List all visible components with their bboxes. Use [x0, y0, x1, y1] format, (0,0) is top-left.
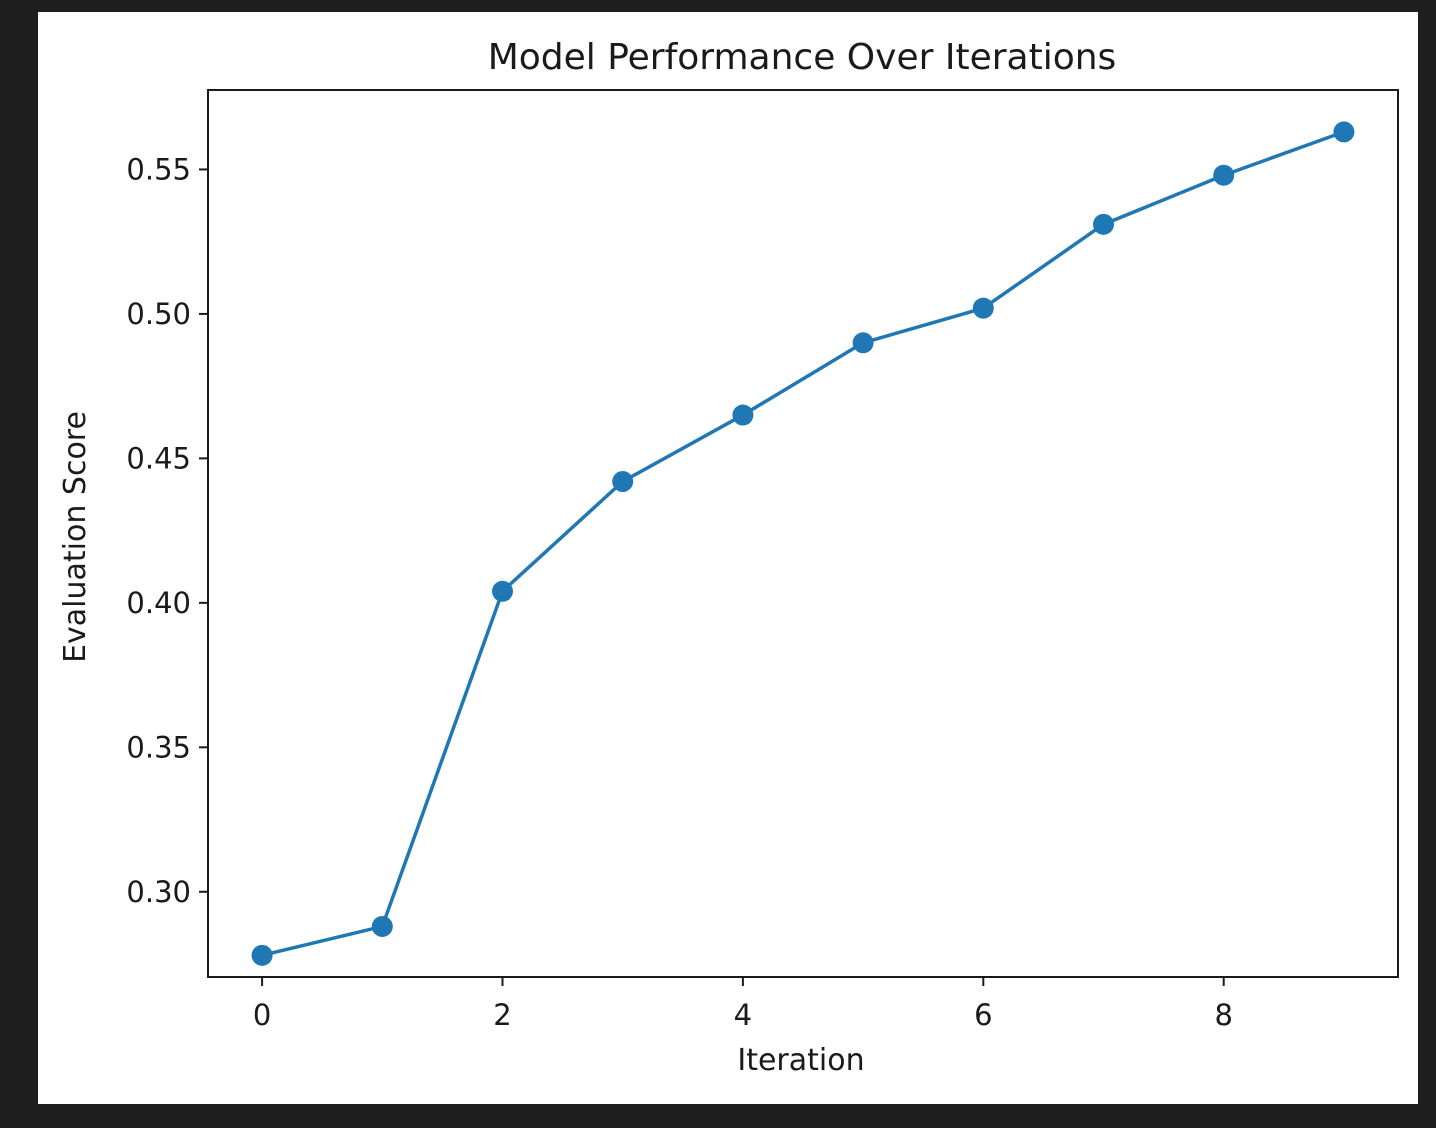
y-tick-label: 0.35 — [126, 730, 191, 764]
data-point — [1213, 164, 1235, 186]
x-axis-ticks: 0 2 4 6 8 — [253, 977, 1233, 1032]
x-tick-label: 8 — [1214, 998, 1232, 1032]
figure-panel: Model Performance Over Iterations 0.30 0.… — [38, 12, 1418, 1104]
data-point — [371, 915, 393, 937]
data-point — [1333, 121, 1355, 143]
x-tick-label: 4 — [734, 998, 752, 1032]
data-point — [732, 404, 754, 426]
y-tick-label: 0.55 — [126, 152, 191, 186]
data-point — [972, 297, 994, 319]
data-point — [251, 944, 273, 966]
series-line — [261, 130, 1345, 958]
data-point — [491, 580, 513, 602]
y-axis-label: Evaluation Score — [58, 411, 93, 663]
line-chart: Model Performance Over Iterations 0.300.… — [58, 37, 1399, 1078]
y-axis-ticks: 0.30 0.35 0.40 0.45 0.50 0.55 — [126, 152, 208, 909]
x-tick-label: 0 — [253, 998, 271, 1032]
y-tick-label: 0.40 — [126, 586, 191, 620]
chart-title: Model Performance Over Iterations — [488, 37, 1117, 78]
y-tick-label: 0.30 — [126, 875, 191, 909]
y-tick-label: 0.50 — [126, 297, 191, 331]
plot-frame — [207, 89, 1399, 978]
x-axis-label: Iteration — [737, 1043, 864, 1078]
x-tick-label: 2 — [493, 998, 511, 1032]
data-point — [612, 470, 634, 492]
series-layer — [251, 121, 1355, 966]
y-tick-label: 0.45 — [126, 441, 191, 475]
data-point — [852, 332, 874, 354]
data-point — [1093, 213, 1115, 235]
x-tick-label: 6 — [974, 998, 992, 1032]
